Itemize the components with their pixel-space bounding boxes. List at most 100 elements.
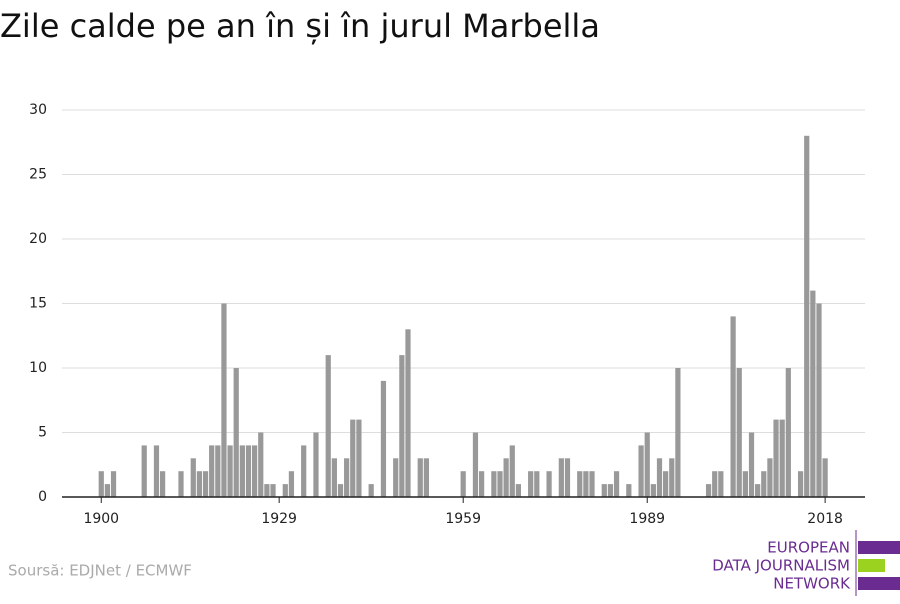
bar (202, 471, 209, 497)
y-tick-label: 15 (29, 296, 47, 312)
bar (761, 471, 767, 497)
bar (405, 329, 411, 497)
bar (558, 458, 564, 497)
bar (325, 355, 331, 497)
bar (196, 471, 203, 497)
bar (748, 432, 755, 497)
bar (767, 458, 773, 497)
bar (601, 484, 607, 497)
logo-text: EUROPEAN (767, 539, 850, 557)
bar (491, 471, 497, 497)
bar (675, 368, 681, 497)
bar (785, 368, 791, 497)
bar (380, 380, 387, 497)
bar (159, 471, 166, 497)
bar (718, 471, 724, 497)
bar (209, 445, 215, 497)
y-tick-label: 5 (38, 425, 47, 441)
bar (460, 471, 466, 497)
bar (822, 458, 828, 497)
logo-bar (858, 559, 885, 572)
bar (712, 471, 718, 497)
bar (215, 445, 221, 497)
bar (356, 419, 362, 497)
bar (110, 471, 117, 497)
bar (288, 471, 295, 497)
bar (368, 484, 374, 497)
logo-text: DATA JOURNALISM (712, 557, 850, 575)
bar (742, 471, 748, 497)
x-tick-label: 1959 (445, 511, 481, 527)
bar (663, 471, 669, 497)
bar (755, 484, 761, 497)
y-tick-label: 20 (29, 231, 47, 247)
bar (178, 471, 184, 497)
bar (810, 290, 816, 497)
bar (656, 458, 663, 497)
bar (650, 484, 656, 497)
bar (509, 445, 515, 497)
bar (98, 471, 104, 497)
bar (393, 458, 399, 497)
y-tick-label: 25 (29, 167, 47, 183)
bar (233, 368, 239, 497)
bar (736, 368, 742, 497)
bar (344, 458, 350, 497)
bar (564, 458, 571, 497)
bar (399, 355, 405, 497)
bar (221, 303, 227, 497)
bar (534, 471, 540, 497)
bar (258, 432, 264, 497)
bar (270, 484, 276, 497)
bar (577, 471, 583, 497)
bar (797, 471, 804, 497)
bar (546, 471, 552, 497)
y-tick-label: 10 (29, 360, 47, 376)
bar (239, 445, 245, 497)
bar (773, 419, 779, 497)
bar (804, 135, 810, 498)
bar (669, 458, 675, 497)
y-tick-label: 30 (29, 102, 47, 118)
bar (245, 445, 252, 497)
bar (337, 484, 344, 497)
logo-text: NETWORK (773, 575, 851, 593)
bar (705, 484, 712, 497)
bar (153, 445, 160, 497)
bar (478, 471, 485, 497)
logo-bar (858, 577, 900, 590)
bar (515, 484, 522, 497)
source: Soursă: EDJNet / ECMWF (8, 562, 192, 580)
bar (301, 445, 307, 497)
logo: EUROPEAN DATA JOURNALISM NETWORK (712, 530, 900, 596)
bar (313, 432, 319, 497)
bar (503, 458, 509, 497)
bar (644, 432, 650, 497)
bar (607, 484, 614, 497)
bar (730, 316, 736, 497)
x-tick-label: 1900 (83, 511, 119, 527)
bar (613, 471, 620, 497)
bar (252, 445, 258, 497)
bar (528, 471, 534, 497)
bar (190, 458, 196, 497)
bar (472, 432, 479, 497)
bar (227, 445, 233, 497)
bar (583, 471, 589, 497)
bar (104, 484, 111, 497)
bar (497, 471, 503, 497)
logo-bar (858, 541, 900, 554)
bar (264, 484, 270, 497)
bar (141, 445, 147, 497)
bar (816, 303, 822, 497)
chart-title: Zile calde pe an în și în jurul Marbella (0, 7, 600, 45)
x-tick-label: 1989 (629, 511, 665, 527)
x-tick-label: 1929 (261, 511, 297, 527)
bar (423, 458, 429, 497)
y-tick-label: 0 (38, 489, 47, 505)
bar (350, 419, 356, 497)
bar (282, 484, 288, 497)
x-tick-label: 2018 (807, 511, 843, 527)
bar (417, 458, 423, 497)
